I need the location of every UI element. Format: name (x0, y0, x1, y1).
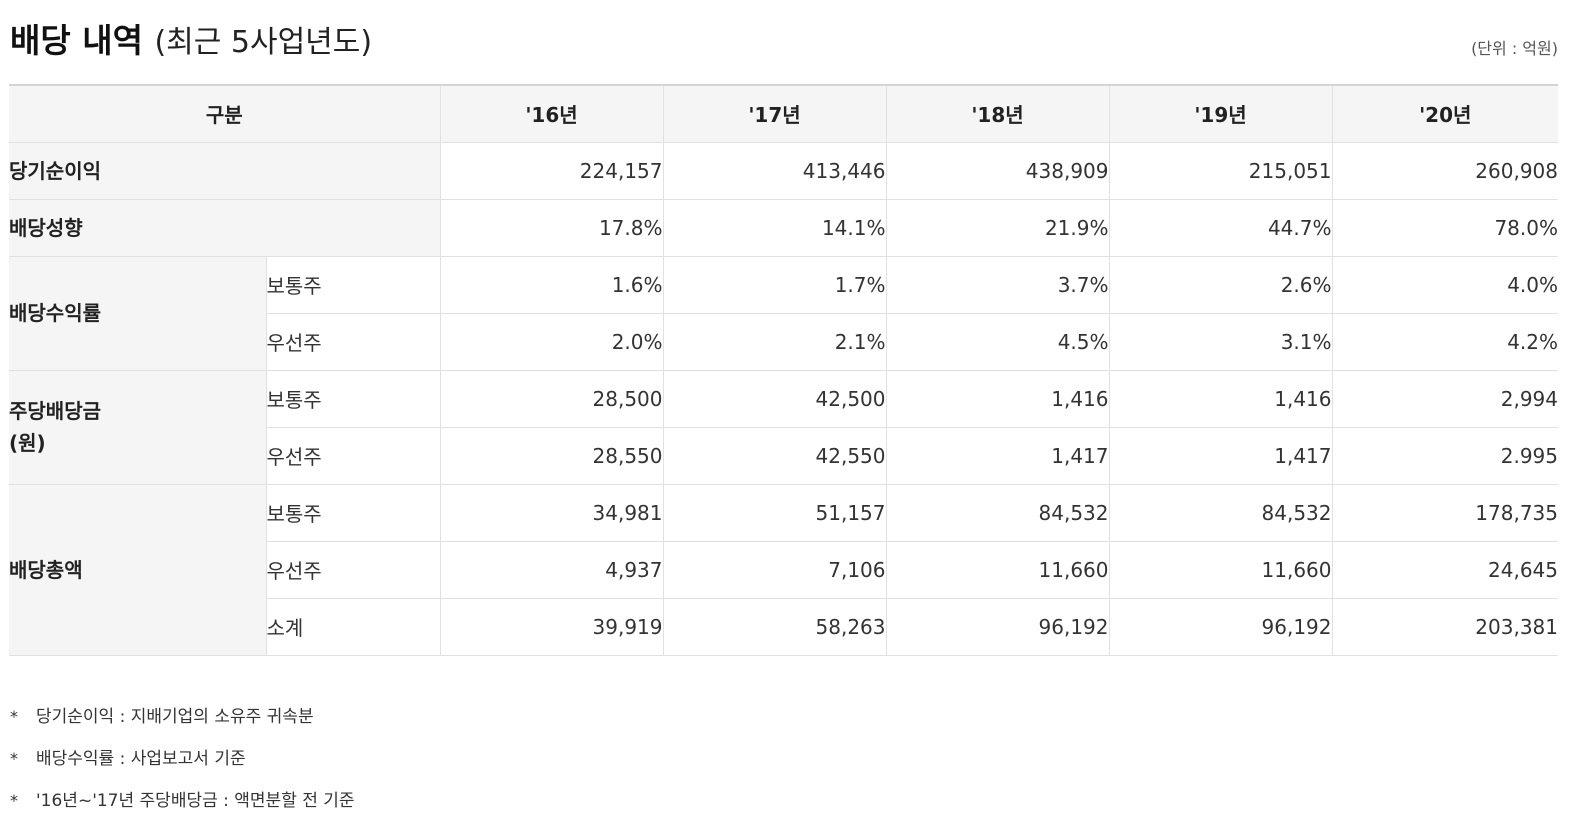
page-title: 배당 내역 (최근 5사업년도) (10, 14, 372, 62)
table-cell: 96,192 (1108, 597, 1333, 656)
footnote-text: 배당수익률 : 사업보고서 기준 (36, 749, 246, 769)
year-header: '19년 (1108, 84, 1333, 143)
table-cell: 11,660 (1108, 540, 1333, 599)
table-cell: 1.7% (662, 255, 887, 314)
table-cell: 28,550 (439, 426, 664, 485)
row-label: 배당수익률 (9, 255, 267, 371)
table-cell: 96,192 (885, 597, 1110, 656)
row-label: 당기순이익 (9, 141, 441, 200)
table-row-total-subtotal: 소계 39,919 58,263 96,192 96,192 203,381 (9, 597, 1558, 656)
asterisk-icon: * (10, 791, 18, 810)
footnote-item: * 배당수익률 : 사업보고서 기준 (10, 745, 355, 787)
share-type-label: 우선주 (265, 426, 441, 485)
table-cell: 1,416 (885, 369, 1110, 428)
table-row-dps-preferred: 우선주 28,550 42,550 1,417 1,417 2.995 (9, 426, 1558, 485)
table-cell: 28,500 (439, 369, 664, 428)
table-cell: 21.9% (885, 198, 1110, 257)
table-cell: 44.7% (1108, 198, 1333, 257)
table-cell: 84,532 (885, 483, 1110, 542)
table-cell: 3.1% (1108, 312, 1333, 371)
table-cell: 1,416 (1108, 369, 1333, 428)
dividend-table: 구분 '16년 '17년 '18년 '19년 '20년 당기순이익 224,15… (9, 84, 1558, 656)
year-header: '18년 (885, 84, 1110, 143)
table-cell: 11,660 (885, 540, 1110, 599)
table-cell: 1,417 (1108, 426, 1333, 485)
table-cell: 2.0% (439, 312, 664, 371)
table-cell: 224,157 (439, 141, 664, 200)
table-row-total-common: 배당총액 보통주 34,981 51,157 84,532 84,532 178… (9, 483, 1558, 656)
table-cell: 260,908 (1331, 141, 1558, 200)
table-cell: 84,532 (1108, 483, 1333, 542)
row-label-line: 주당배당금 (9, 399, 101, 423)
table-cell: 4.0% (1331, 255, 1558, 314)
table-row-total-preferred: 우선주 4,937 7,106 11,660 11,660 24,645 (9, 540, 1558, 599)
table-cell: 51,157 (662, 483, 887, 542)
footnote-text: '16년~'17년 주당배당금 : 액면분할 전 기준 (36, 791, 355, 811)
table-cell: 17.8% (439, 198, 664, 257)
year-header: '20년 (1331, 84, 1558, 143)
share-type-label: 보통주 (265, 483, 441, 542)
table-cell: 42,500 (662, 369, 887, 428)
unit-label: (단위 : 억원) (1471, 39, 1558, 58)
share-type-label: 우선주 (265, 312, 441, 371)
table-cell: 34,981 (439, 483, 664, 542)
footnotes: * 당기순이익 : 지배기업의 소유주 귀속분 * 배당수익률 : 사업보고서 기준… (10, 703, 355, 829)
table-cell: 24,645 (1331, 540, 1558, 599)
share-type-label: 소계 (265, 597, 441, 656)
table-row-dps-common: 주당배당금 (원) 보통주 28,500 42,500 1,416 1,416 2… (9, 369, 1558, 485)
table-cell: 438,909 (885, 141, 1110, 200)
footnote-item: * 당기순이익 : 지배기업의 소유주 귀속분 (10, 703, 355, 745)
table-cell: 2.995 (1331, 426, 1558, 485)
title-period: (최근 5사업년도) (154, 25, 373, 60)
asterisk-icon: * (10, 749, 18, 768)
table-cell: 4.5% (885, 312, 1110, 371)
table-header-row: 구분 '16년 '17년 '18년 '19년 '20년 (9, 84, 1558, 143)
page-header: 배당 내역 (최근 5사업년도) (단위 : 억원) (10, 8, 1558, 68)
table-cell: 1,417 (885, 426, 1110, 485)
table-cell: 2.6% (1108, 255, 1333, 314)
table-cell: 42,550 (662, 426, 887, 485)
table-row-net-income: 당기순이익 224,157 413,446 438,909 215,051 26… (9, 141, 1558, 200)
row-label: 배당총액 (9, 483, 267, 656)
table-cell: 203,381 (1331, 597, 1558, 656)
table-row-yield-common: 배당수익률 보통주 1.6% 1.7% 3.7% 2.6% 4.0% (9, 255, 1558, 371)
table-cell: 1.6% (439, 255, 664, 314)
table-cell: 2,994 (1331, 369, 1558, 428)
row-label-line: (원) (9, 431, 46, 455)
table-cell: 14.1% (662, 198, 887, 257)
share-type-label: 보통주 (265, 255, 441, 314)
asterisk-icon: * (10, 707, 18, 726)
table-cell: 39,919 (439, 597, 664, 656)
table-cell: 215,051 (1108, 141, 1333, 200)
table-cell: 178,735 (1331, 483, 1558, 542)
table-cell: 78.0% (1331, 198, 1558, 257)
table-cell: 7,106 (662, 540, 887, 599)
table-cell: 413,446 (662, 141, 887, 200)
table-row-payout-ratio: 배당성향 17.8% 14.1% 21.9% 44.7% 78.0% (9, 198, 1558, 257)
share-type-label: 우선주 (265, 540, 441, 599)
title-main: 배당 내역 (10, 21, 143, 60)
table-cell: 3.7% (885, 255, 1110, 314)
year-header: '16년 (439, 84, 664, 143)
table-cell: 2.1% (662, 312, 887, 371)
footnote-item: * '16년~'17년 주당배당금 : 액면분할 전 기준 (10, 787, 355, 829)
category-header: 구분 (9, 84, 441, 143)
share-type-label: 보통주 (265, 369, 441, 428)
year-header: '17년 (662, 84, 887, 143)
table-cell: 58,263 (662, 597, 887, 656)
row-label: 배당성향 (9, 198, 441, 257)
footnote-text: 당기순이익 : 지배기업의 소유주 귀속분 (36, 707, 314, 727)
table-cell: 4.2% (1331, 312, 1558, 371)
table-cell: 4,937 (439, 540, 664, 599)
row-label: 주당배당금 (원) (9, 369, 267, 485)
